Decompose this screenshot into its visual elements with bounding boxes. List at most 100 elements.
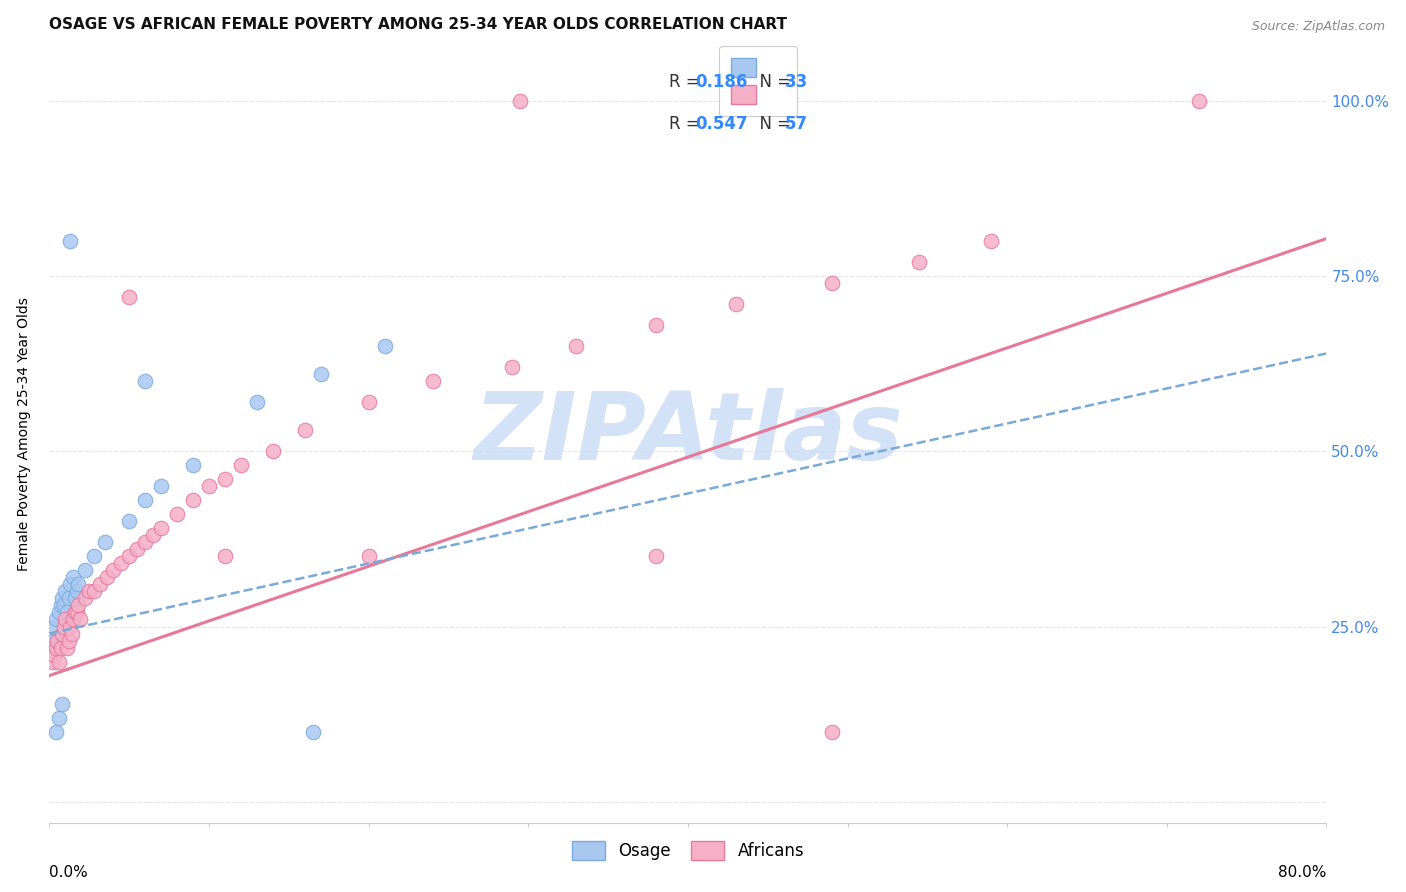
Osage <box>51 697 73 711</box>
Osage <box>134 493 156 508</box>
Africans <box>60 626 83 640</box>
Africans <box>198 479 221 493</box>
Africans <box>980 235 1002 249</box>
Africans <box>150 521 173 535</box>
Osage <box>48 606 70 620</box>
Osage <box>51 591 73 606</box>
Osage <box>55 584 77 599</box>
Osage <box>181 458 204 473</box>
Osage <box>246 395 269 409</box>
Text: OSAGE VS AFRICAN FEMALE POVERTY AMONG 25-34 YEAR OLDS CORRELATION CHART: OSAGE VS AFRICAN FEMALE POVERTY AMONG 25… <box>49 17 787 32</box>
Text: 0.0%: 0.0% <box>49 865 89 880</box>
Africans <box>45 640 67 655</box>
Africans <box>51 626 73 640</box>
Africans <box>58 633 80 648</box>
Osage <box>48 710 70 724</box>
Text: 0.186: 0.186 <box>696 72 748 90</box>
Africans <box>262 444 284 458</box>
Text: 80.0%: 80.0% <box>1278 865 1326 880</box>
Africans <box>65 606 87 620</box>
Osage <box>62 570 84 584</box>
Africans <box>89 577 111 591</box>
Africans <box>820 724 842 739</box>
Africans <box>134 535 156 549</box>
Africans <box>62 613 84 627</box>
Africans <box>214 473 236 487</box>
Osage <box>134 375 156 389</box>
Text: 57: 57 <box>785 115 808 133</box>
Text: R =: R = <box>669 72 704 90</box>
Osage <box>73 564 96 578</box>
Text: N =: N = <box>749 72 797 90</box>
Text: Source: ZipAtlas.com: Source: ZipAtlas.com <box>1251 20 1385 33</box>
Africans <box>73 591 96 606</box>
Osage <box>67 577 90 591</box>
Osage <box>59 235 82 249</box>
Osage <box>44 619 66 633</box>
Africans <box>55 613 77 627</box>
Africans <box>166 508 188 522</box>
Africans <box>565 339 588 353</box>
Text: N =: N = <box>749 115 797 133</box>
Legend: Osage, Africans: Osage, Africans <box>564 833 813 869</box>
Africans <box>181 493 204 508</box>
Africans <box>83 584 105 599</box>
Text: 0.547: 0.547 <box>696 115 748 133</box>
Osage <box>301 724 323 739</box>
Africans <box>59 619 82 633</box>
Osage <box>150 479 173 493</box>
Africans <box>1379 95 1402 109</box>
Africans <box>63 606 86 620</box>
Africans <box>48 655 70 669</box>
Osage <box>49 599 72 613</box>
Africans <box>820 277 842 291</box>
Osage <box>45 724 67 739</box>
Osage <box>59 577 82 591</box>
Africans <box>44 648 66 662</box>
Africans <box>67 599 90 613</box>
Africans <box>214 549 236 564</box>
Africans <box>49 640 72 655</box>
Text: ZIPAtlas: ZIPAtlas <box>472 388 903 480</box>
Africans <box>724 297 747 311</box>
Africans <box>103 564 125 578</box>
Africans <box>110 557 132 571</box>
Osage <box>309 368 332 382</box>
Osage <box>56 606 79 620</box>
Africans <box>127 542 149 557</box>
Africans <box>69 613 91 627</box>
Africans <box>41 655 63 669</box>
Osage <box>65 584 87 599</box>
Text: 33: 33 <box>785 72 808 90</box>
Africans <box>908 255 931 269</box>
Africans <box>422 375 444 389</box>
Africans <box>229 458 252 473</box>
Osage <box>58 591 80 606</box>
Africans <box>56 640 79 655</box>
Osage <box>374 339 396 353</box>
Africans <box>501 360 523 375</box>
Osage <box>41 633 63 648</box>
Text: R =: R = <box>669 115 704 133</box>
Africans <box>1188 95 1211 109</box>
Osage <box>60 613 83 627</box>
Osage <box>94 535 117 549</box>
Osage <box>63 591 86 606</box>
Africans <box>118 549 141 564</box>
Africans <box>509 95 531 109</box>
Africans <box>142 528 165 542</box>
Osage <box>83 549 105 564</box>
Africans <box>645 318 668 333</box>
Osage <box>46 633 69 648</box>
Africans <box>357 395 380 409</box>
Africans <box>79 584 101 599</box>
Y-axis label: Female Poverty Among 25-34 Year Olds: Female Poverty Among 25-34 Year Olds <box>17 297 31 571</box>
Osage <box>52 599 75 613</box>
Africans <box>96 570 118 584</box>
Africans <box>645 549 668 564</box>
Africans <box>357 549 380 564</box>
Osage <box>45 613 67 627</box>
Africans <box>46 633 69 648</box>
Africans <box>118 290 141 304</box>
Africans <box>52 619 75 633</box>
